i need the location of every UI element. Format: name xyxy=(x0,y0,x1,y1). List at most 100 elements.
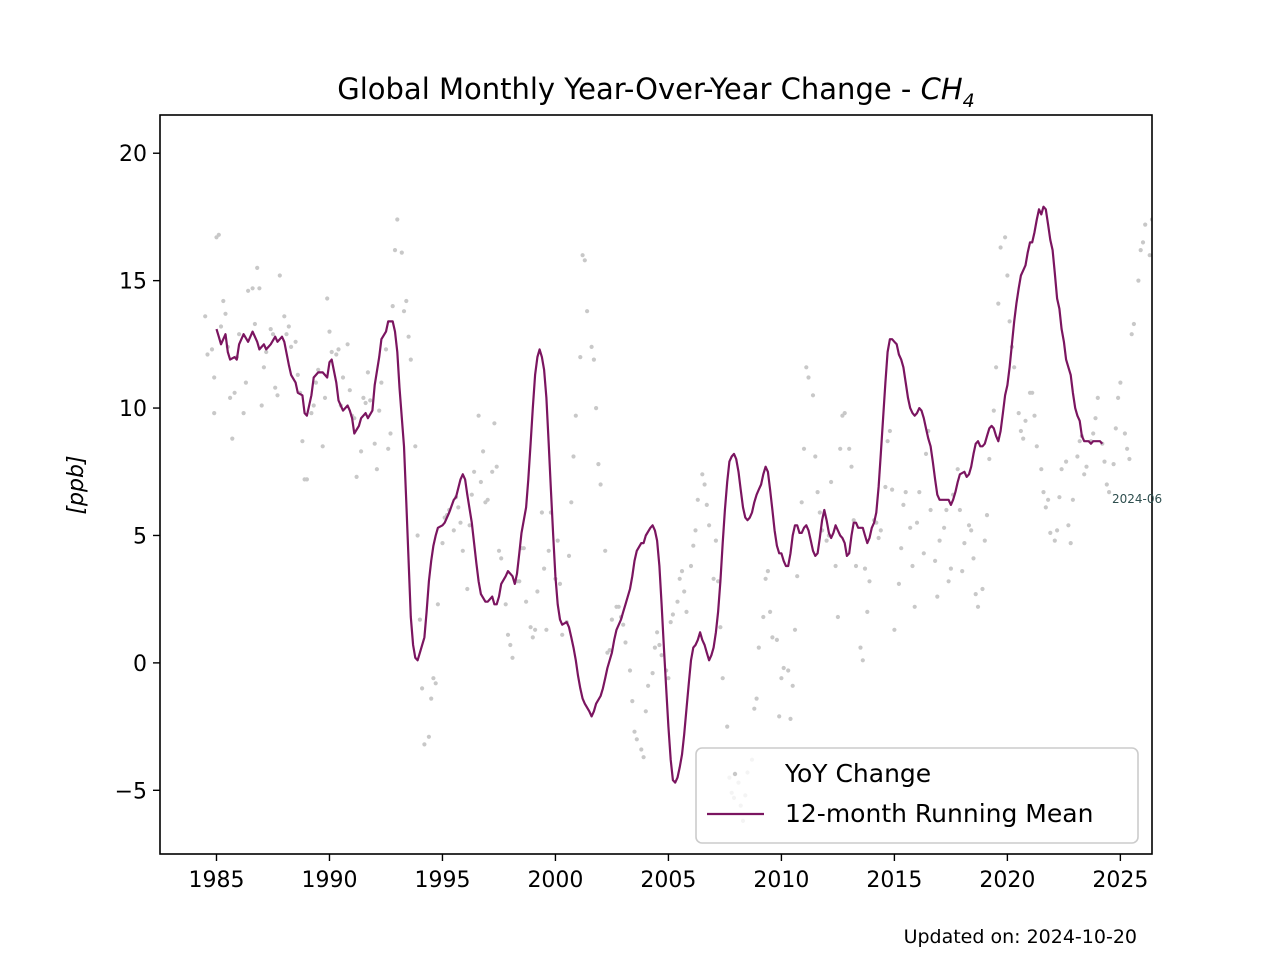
yoy-point xyxy=(417,617,422,622)
yoy-point xyxy=(295,372,300,377)
yoy-point xyxy=(806,375,811,380)
yoy-point xyxy=(359,449,364,454)
yoy-point xyxy=(781,665,786,671)
yoy-point xyxy=(1129,332,1134,337)
yoy-point xyxy=(560,632,565,637)
yoy-point xyxy=(472,469,477,474)
yoy-point xyxy=(496,548,502,553)
yoy-point xyxy=(621,622,626,627)
yoy-point xyxy=(860,658,865,663)
yoy-point xyxy=(420,686,425,691)
yoy-point xyxy=(340,375,346,380)
yoy-point xyxy=(413,444,418,449)
yoy-point xyxy=(478,479,483,485)
yoy-point xyxy=(524,599,529,604)
yoy-point xyxy=(1052,538,1057,543)
yoy-point xyxy=(752,706,757,711)
yoy-point xyxy=(212,411,217,416)
legend-label-yoy-change: YoY Change xyxy=(784,759,931,788)
y-tick-label: 0 xyxy=(133,652,147,677)
yoy-point xyxy=(966,523,972,528)
yoy-point xyxy=(914,520,920,525)
yoy-point xyxy=(713,538,719,543)
yoy-point xyxy=(876,535,881,541)
yoy-point xyxy=(451,528,456,533)
yoy-point xyxy=(505,632,511,637)
x-tick-label: 2005 xyxy=(640,868,696,893)
yoy-point xyxy=(1016,411,1021,416)
yoy-point xyxy=(1059,467,1064,472)
yoy-point xyxy=(996,301,1001,306)
yoy-point xyxy=(406,334,411,339)
running-mean-layer xyxy=(215,205,1104,784)
yoy-point xyxy=(810,393,816,398)
yoy-point xyxy=(960,569,965,574)
yoy-point xyxy=(937,538,942,543)
yoy-point xyxy=(957,507,963,513)
yoy-point xyxy=(754,696,759,701)
legend-box xyxy=(695,747,1139,844)
yoy-point xyxy=(433,681,438,686)
yoy-point xyxy=(955,467,960,472)
legend-scatter-marker xyxy=(732,771,738,777)
yoy-point xyxy=(892,627,897,632)
yoy-point xyxy=(890,487,895,492)
chart-title-species: CH xyxy=(921,72,963,106)
yoy-point xyxy=(878,528,883,533)
yoy-point xyxy=(1023,418,1028,423)
yoy-point xyxy=(1041,490,1046,495)
yoy-point xyxy=(1043,505,1048,510)
yoy-point xyxy=(1091,431,1096,436)
yoy-point xyxy=(361,395,366,400)
yoy-point xyxy=(777,714,782,719)
yoy-point xyxy=(815,490,820,495)
yoy-point xyxy=(573,413,578,418)
yoy-point xyxy=(883,484,888,490)
yoy-point xyxy=(336,347,341,352)
yoy-point xyxy=(788,716,793,722)
yoy-point xyxy=(928,507,933,513)
yoy-point xyxy=(607,648,612,653)
yoy-point xyxy=(415,533,420,538)
x-tick-label: 2015 xyxy=(866,868,922,893)
yoy-point xyxy=(209,347,215,352)
yoy-point xyxy=(395,217,400,222)
yoy-point xyxy=(374,467,379,472)
yoy-point xyxy=(589,344,594,349)
yoy-point xyxy=(682,589,687,594)
yoy-point xyxy=(399,250,404,255)
yoy-point xyxy=(942,525,947,530)
yoy-point xyxy=(539,510,545,515)
yoy-point xyxy=(1055,528,1060,533)
plot-frame xyxy=(159,114,1153,855)
yoy-point xyxy=(1102,459,1107,464)
yoy-point xyxy=(917,490,922,495)
yoy-point xyxy=(383,347,389,352)
yoy-point xyxy=(404,298,409,304)
yoy-point xyxy=(1046,497,1051,502)
yoy-point xyxy=(431,676,436,681)
yoy-point xyxy=(946,579,951,584)
yoy-point xyxy=(912,604,917,609)
yoy-point xyxy=(847,446,852,451)
yoy-point xyxy=(476,413,481,418)
yoy-point xyxy=(652,645,658,650)
x-tick-label: 1995 xyxy=(414,868,470,893)
yoy-point xyxy=(293,339,298,344)
yoy-point xyxy=(1077,439,1082,444)
last-date-annotation: 2024-06 xyxy=(1112,492,1162,506)
yoy-point xyxy=(935,594,940,599)
yoy-point xyxy=(691,543,696,548)
yoy-point xyxy=(354,474,359,479)
yoy-point xyxy=(1111,462,1116,467)
yoy-point xyxy=(320,444,325,449)
yoy-point xyxy=(261,365,266,370)
yoy-point xyxy=(1030,390,1035,395)
yoy-point xyxy=(386,446,391,451)
yoy-point xyxy=(761,614,766,620)
yoy-point xyxy=(485,497,490,502)
yoy-point xyxy=(458,520,463,525)
yoy-point xyxy=(426,734,431,739)
yoy-point xyxy=(401,309,407,314)
yoy-point xyxy=(223,311,228,316)
